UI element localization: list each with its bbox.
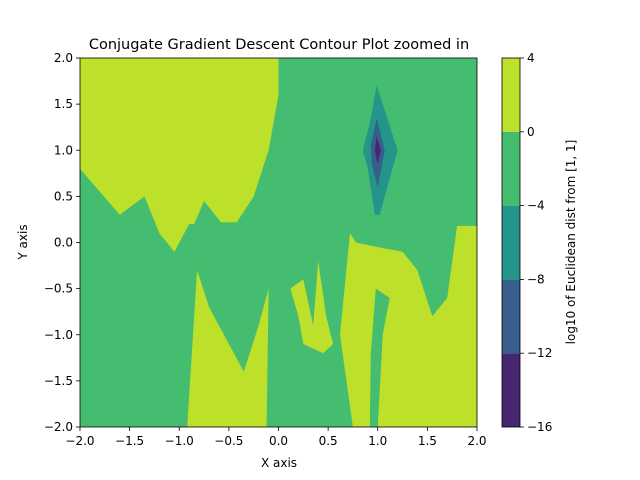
x-tick-label: 1.0 bbox=[368, 434, 387, 448]
x-tick-label: −0.5 bbox=[214, 434, 243, 448]
y-tick-label: 2.0 bbox=[54, 51, 73, 65]
colorbar: −16 −12 −8 −4 0 4 bbox=[501, 51, 552, 434]
contour-region-2 bbox=[187, 270, 269, 427]
x-tick-label: −2.0 bbox=[65, 434, 94, 448]
colorbar-segment bbox=[502, 58, 520, 132]
x-tick-label: 1.5 bbox=[418, 434, 437, 448]
y-tick-label: −0.5 bbox=[44, 282, 73, 296]
y-tick-label: −1.5 bbox=[44, 374, 73, 388]
y-axis-label: Y axis bbox=[16, 224, 30, 260]
colorbar-tick-label: −8 bbox=[527, 272, 545, 286]
contour-region-4 bbox=[340, 225, 477, 427]
contour-region-1 bbox=[80, 58, 279, 252]
x-tick-label: −1.0 bbox=[165, 434, 194, 448]
colorbar-tick-label: −16 bbox=[527, 420, 552, 434]
y-tick-label: −2.0 bbox=[44, 420, 73, 434]
contour-region-3 bbox=[290, 260, 334, 354]
y-tick-label: −1.0 bbox=[44, 328, 73, 342]
x-tick-label: 0.5 bbox=[319, 434, 338, 448]
colorbar-tick-label: −12 bbox=[527, 346, 552, 360]
chart-title: Conjugate Gradient Descent Contour Plot … bbox=[89, 37, 469, 53]
colorbar-segment bbox=[502, 205, 520, 280]
y-tick-label: 0.0 bbox=[54, 236, 73, 250]
colorbar-tick-label: −4 bbox=[527, 199, 545, 213]
x-axis-label: X axis bbox=[261, 456, 297, 470]
x-axis-ticks: −2.0 −1.5 −1.0 −0.5 0.0 0.5 1.0 1.5 2.0 bbox=[65, 427, 487, 448]
colorbar-segment bbox=[502, 131, 520, 206]
x-tick-label: 2.0 bbox=[467, 434, 486, 448]
y-axis-ticks: −2.0 −1.5 −1.0 −0.5 0.0 0.5 1.0 1.5 2.0 bbox=[44, 51, 80, 434]
colorbar-tick-label: 4 bbox=[527, 51, 535, 65]
y-tick-label: 0.5 bbox=[54, 189, 73, 203]
y-tick-label: 1.5 bbox=[54, 97, 73, 111]
contour-region-8 bbox=[374, 136, 381, 165]
x-tick-label: −1.5 bbox=[115, 434, 144, 448]
colorbar-segment bbox=[502, 279, 520, 354]
colorbar-tick-label: 0 bbox=[527, 125, 535, 139]
y-tick-label: 1.0 bbox=[54, 143, 73, 157]
plot-area bbox=[79, 57, 478, 428]
colorbar-label: log10 of Euclidean dist from [1, 1] bbox=[564, 140, 578, 345]
colorbar-frame bbox=[501, 57, 521, 428]
contour-region-5 bbox=[157, 279, 182, 427]
x-tick-label: 0.0 bbox=[269, 434, 288, 448]
colorbar-segment bbox=[502, 353, 520, 427]
